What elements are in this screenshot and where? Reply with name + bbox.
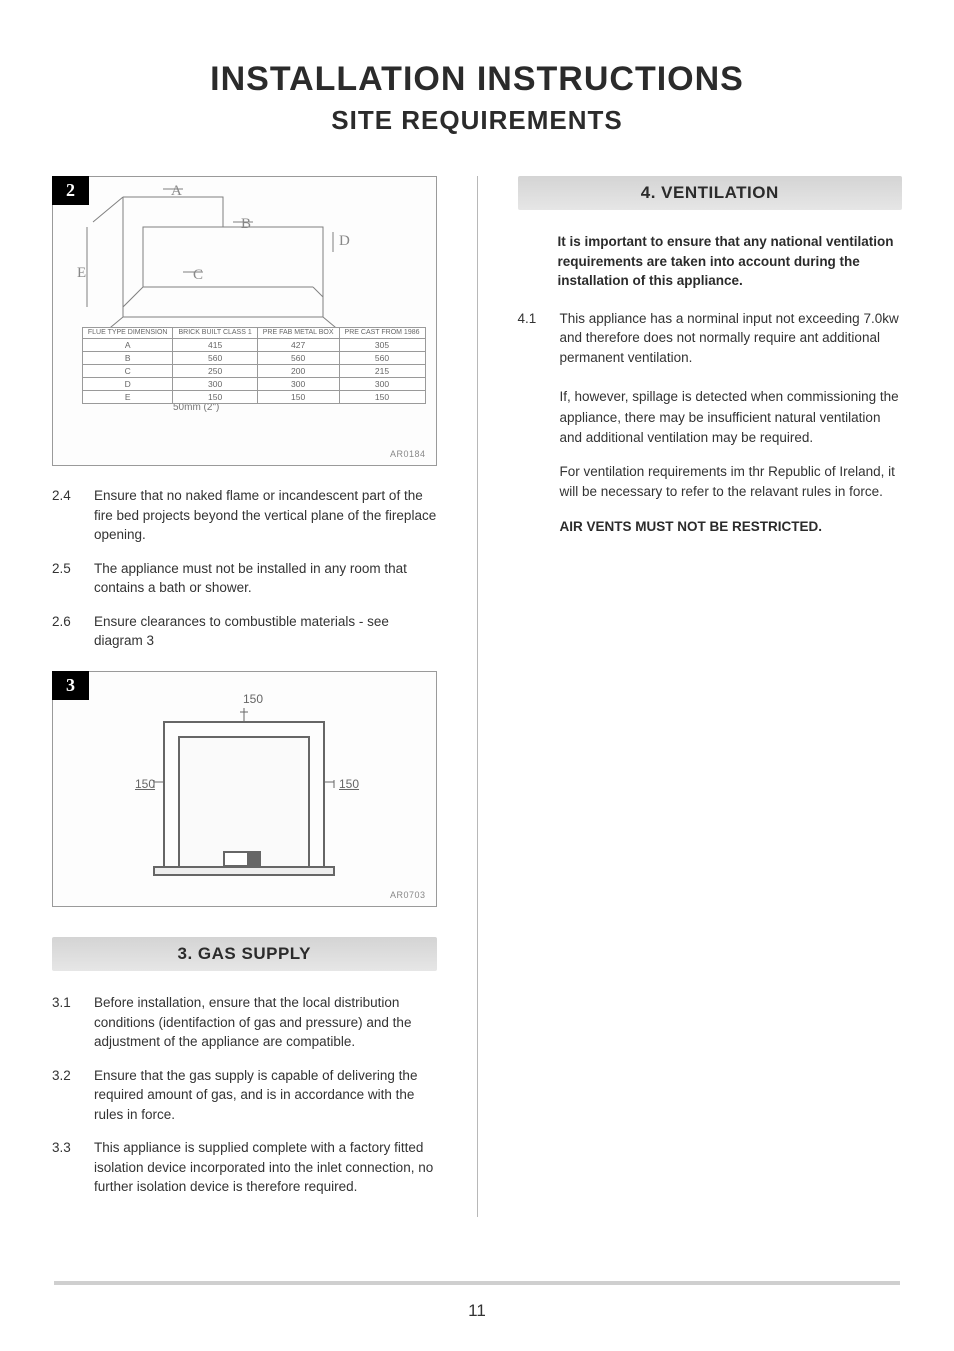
- item-text: The appliance must not be installed in a…: [94, 559, 437, 598]
- item-number: 2.5: [52, 559, 80, 598]
- table-cell: 215: [339, 364, 425, 377]
- figure-2-box: A B C D E 50mm (2") FLUE TYPE DIMENSIONB…: [52, 176, 437, 466]
- list-item: 2.5 The appliance must not be installed i…: [52, 559, 437, 598]
- table-header: BRICK BUILT CLASS 1: [173, 328, 257, 339]
- table-cell: 200: [257, 364, 339, 377]
- fig2-label-a: A: [171, 183, 182, 199]
- left-column: 2: [52, 176, 437, 1217]
- main-title: INSTALLATION INSTRUCTIONS: [52, 60, 902, 99]
- section-4-final: AIR VENTS MUST NOT BE RESTRICTED.: [560, 517, 903, 537]
- item-number: 2.4: [52, 486, 80, 545]
- list-item: 4.1 This appliance has a norminal input …: [518, 309, 903, 368]
- table-cell: 427: [257, 338, 339, 351]
- item-text: Ensure that the gas supply is capable of…: [94, 1066, 437, 1125]
- table-cell: 300: [257, 377, 339, 390]
- list-item: 2.4 Ensure that no naked flame or incande…: [52, 486, 437, 545]
- fig2-label-b: B: [241, 216, 251, 232]
- table-cell: E: [82, 390, 173, 403]
- figure-2-table: FLUE TYPE DIMENSIONBRICK BUILT CLASS 1PR…: [82, 327, 426, 404]
- fig3-right-dim: 150: [339, 777, 359, 791]
- figure-3-tag: 3: [52, 671, 89, 700]
- figure-3-box: 150 150 150 AR0703: [52, 671, 437, 907]
- section-4-para-2: For ventilation requirements im thr Repu…: [560, 462, 903, 503]
- figure-2-tag: 2: [52, 176, 89, 205]
- fig2-label-c: C: [193, 267, 203, 283]
- item-number: 4.1: [518, 309, 546, 368]
- item-text: Ensure that no naked flame or incandesce…: [94, 486, 437, 545]
- table-row: C250200215: [82, 364, 425, 377]
- item-text: This appliance has a norminal input not …: [560, 309, 903, 368]
- fig2-label-e: E: [77, 265, 86, 281]
- fig3-top-dim: 150: [243, 692, 263, 706]
- section-4-para-1: If, however, spillage is detected when c…: [560, 387, 903, 448]
- columns: 2: [52, 176, 902, 1217]
- fig2-label-d: D: [339, 233, 350, 249]
- figure-2: 2: [52, 176, 437, 466]
- table-cell: 560: [339, 351, 425, 364]
- table-cell: 250: [173, 364, 257, 377]
- table-cell: B: [82, 351, 173, 364]
- item-number: 2.6: [52, 612, 80, 651]
- column-divider: [477, 176, 478, 1217]
- list-item: 2.6 Ensure clearances to combustible mate…: [52, 612, 437, 651]
- table-cell: 560: [257, 351, 339, 364]
- page-number: 11: [0, 1301, 954, 1321]
- figure-3-code: AR0703: [390, 890, 426, 900]
- item-number: 3.2: [52, 1066, 80, 1125]
- table-cell: 150: [339, 390, 425, 403]
- page: INSTALLATION INSTRUCTIONS SITE REQUIREME…: [0, 0, 954, 1351]
- table-cell: 305: [339, 338, 425, 351]
- fig3-left-dim: 150: [135, 777, 155, 791]
- table-cell: 415: [173, 338, 257, 351]
- bottom-rule: [54, 1281, 900, 1285]
- list-item: 3.2 Ensure that the gas supply is capable…: [52, 1066, 437, 1125]
- table-cell: A: [82, 338, 173, 351]
- table-cell: 150: [173, 390, 257, 403]
- table-cell: 560: [173, 351, 257, 364]
- item-text: Ensure clearances to combustible materia…: [94, 612, 437, 651]
- table-row: B560560560: [82, 351, 425, 364]
- figure-2-code: AR0184: [390, 449, 426, 459]
- figure-3: 3: [52, 671, 437, 907]
- list-4x: 4.1 This appliance has a norminal input …: [518, 309, 903, 368]
- table-cell: 300: [339, 377, 425, 390]
- section-4-note: It is important to ensure that any natio…: [558, 232, 903, 291]
- table-header: FLUE TYPE DIMENSION: [82, 328, 173, 339]
- table-header: PRE FAB METAL BOX: [257, 328, 339, 339]
- list-3x: 3.1 Before installation, ensure that the …: [52, 993, 437, 1197]
- table-row: D300300300: [82, 377, 425, 390]
- table-header: PRE CAST FROM 1986: [339, 328, 425, 339]
- table-cell: 300: [173, 377, 257, 390]
- sub-title: SITE REQUIREMENTS: [52, 105, 902, 136]
- item-text: Before installation, ensure that the loc…: [94, 993, 437, 1052]
- list-item: 3.1 Before installation, ensure that the …: [52, 993, 437, 1052]
- figure-3-drawing: [124, 702, 364, 882]
- item-number: 3.3: [52, 1138, 80, 1197]
- section-3-heading: 3. GAS SUPPLY: [52, 937, 437, 971]
- table-row: A415427305: [82, 338, 425, 351]
- item-text: This appliance is supplied complete with…: [94, 1138, 437, 1197]
- table-cell: D: [82, 377, 173, 390]
- list-item: 3.3 This appliance is supplied complete w…: [52, 1138, 437, 1197]
- section-4-heading: 4. VENTILATION: [518, 176, 903, 210]
- list-2x: 2.4 Ensure that no naked flame or incande…: [52, 486, 437, 651]
- right-column: 4. VENTILATION It is important to ensure…: [518, 176, 903, 1217]
- table-cell: 150: [257, 390, 339, 403]
- table-row: E150150150: [82, 390, 425, 403]
- table-cell: C: [82, 364, 173, 377]
- item-number: 3.1: [52, 993, 80, 1052]
